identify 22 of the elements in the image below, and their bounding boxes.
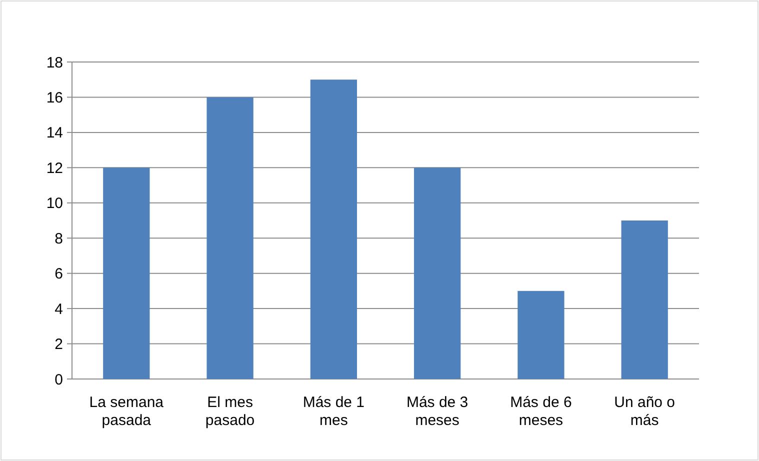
bar bbox=[414, 168, 461, 379]
y-tick-label: 2 bbox=[54, 336, 63, 354]
y-tick-label: 4 bbox=[54, 300, 63, 318]
x-tick-label: El mes pasado bbox=[205, 394, 255, 429]
y-tick-label: 14 bbox=[46, 124, 63, 142]
x-tick-label: Más de 3 meses bbox=[406, 394, 468, 429]
y-tick-label: 6 bbox=[54, 266, 63, 283]
y-tick-label: 0 bbox=[54, 371, 63, 388]
y-tick-label: 8 bbox=[54, 230, 63, 248]
bar bbox=[621, 220, 668, 379]
x-tick-label: Más de 1 mes bbox=[302, 394, 365, 429]
x-tick-label: La semana pasada bbox=[89, 394, 164, 429]
y-tick-label: 16 bbox=[46, 89, 63, 106]
bar bbox=[518, 290, 564, 379]
y-tick-label: 10 bbox=[46, 195, 63, 212]
bar bbox=[103, 168, 150, 379]
bar bbox=[310, 80, 357, 379]
bar bbox=[206, 97, 254, 379]
x-tick-label: Más de 6 meses bbox=[510, 394, 572, 429]
y-tick-label: 12 bbox=[46, 160, 63, 177]
x-tick-label: Un año o más bbox=[614, 394, 676, 429]
y-tick-label: 18 bbox=[46, 54, 63, 72]
